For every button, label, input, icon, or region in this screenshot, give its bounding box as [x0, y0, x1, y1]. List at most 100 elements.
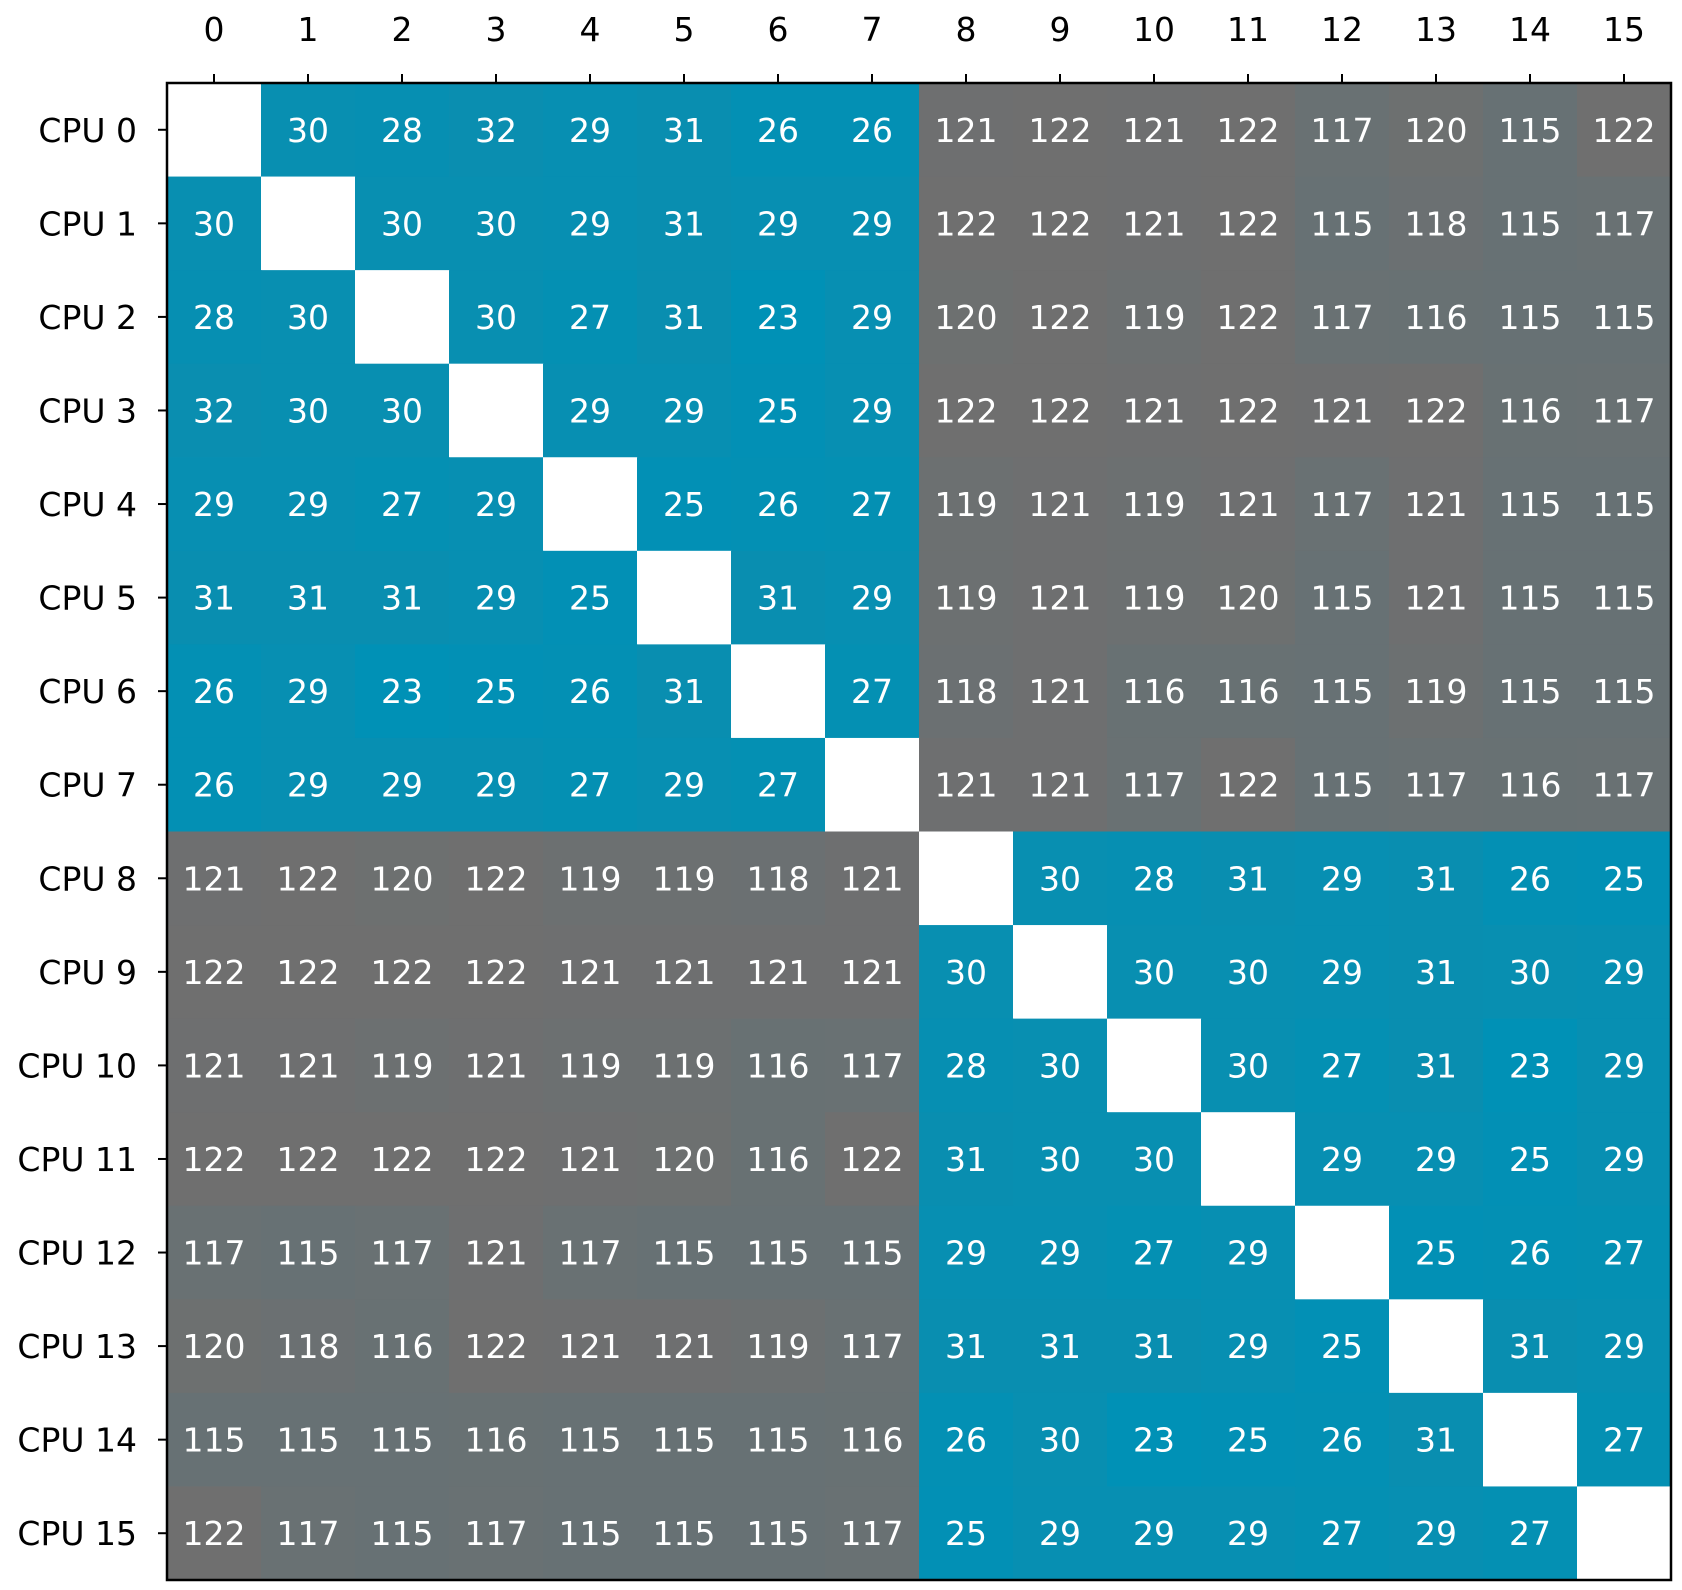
heatmap-cell [1295, 1018, 1390, 1113]
cell-value-label: 29 [1321, 1140, 1363, 1179]
cell-value-label: 29 [663, 766, 705, 805]
y-tick-label: CPU 5 [38, 579, 137, 618]
cell-value-label: 29 [569, 391, 611, 430]
cell-value-label: 119 [1123, 579, 1186, 618]
heatmap-cell [1107, 550, 1202, 645]
cell-value-label: 115 [1593, 298, 1656, 337]
heatmap-cell [1013, 1299, 1108, 1394]
heatmap-cell [1295, 1299, 1390, 1394]
heatmap-cell [261, 363, 356, 458]
cell-value-label: 117 [465, 1514, 528, 1553]
heatmap-cell [637, 1392, 732, 1488]
heatmap-cell [731, 176, 826, 271]
cell-value-label: 30 [381, 204, 423, 243]
cell-value-label: 28 [945, 1046, 987, 1085]
cell-value-label: 115 [1593, 579, 1656, 618]
heatmap-cell [543, 270, 638, 365]
heatmap-cell [1013, 1018, 1108, 1113]
cell-value-label: 31 [757, 579, 799, 618]
cell-value-label: 27 [1509, 1514, 1551, 1553]
heatmap-cell [543, 1018, 638, 1113]
cell-value-label: 30 [1039, 1140, 1081, 1179]
cell-value-label: 116 [371, 1327, 434, 1366]
heatmap-cell [919, 737, 1014, 833]
heatmap-cell [1013, 831, 1108, 926]
heatmap-cell [543, 363, 638, 458]
cell-value-label: 29 [287, 672, 329, 711]
cell-value-label: 31 [1133, 1327, 1175, 1366]
heatmap-cell [449, 457, 544, 552]
heatmap-cell [1013, 550, 1108, 645]
heatmap-cell [1389, 737, 1484, 833]
heatmap-cell [1389, 363, 1484, 458]
heatmap-cell [1389, 1112, 1484, 1207]
heatmap-cell [731, 83, 826, 178]
cell-value-label: 29 [287, 485, 329, 524]
cell-value-label: 29 [1603, 953, 1645, 992]
cell-value-label: 116 [841, 1421, 904, 1460]
heatmap-cell [825, 176, 920, 271]
heatmap-cell [1201, 270, 1296, 365]
cell-value-label: 116 [1499, 391, 1562, 430]
heatmap-cell [261, 737, 356, 833]
y-tick-label: CPU 14 [17, 1421, 137, 1460]
cell-value-label: 31 [1039, 1327, 1081, 1366]
cell-value-label: 122 [1029, 391, 1092, 430]
cell-value-label: 121 [653, 953, 716, 992]
heatmap-cell [167, 737, 262, 833]
x-tick-label: 0 [204, 10, 225, 49]
heatmap-cell [1295, 737, 1390, 833]
heatmap-cell-diagonal [731, 644, 826, 739]
cell-value-label: 119 [559, 1046, 622, 1085]
cell-value-label: 115 [1311, 579, 1374, 618]
heatmap-cell [1295, 550, 1390, 645]
x-tick-label: 15 [1603, 10, 1645, 49]
heatmap-cell [1483, 457, 1578, 552]
heatmap-cell [825, 1392, 920, 1488]
heatmap-cell [543, 83, 638, 178]
heatmap-cell [731, 1112, 826, 1207]
cell-value-label: 30 [287, 111, 329, 150]
heatmap-cell [261, 83, 356, 178]
cell-value-label: 119 [653, 1046, 716, 1085]
cell-value-label: 30 [1133, 1140, 1175, 1179]
heatmap-cell [261, 1392, 356, 1488]
cell-value-label: 121 [1123, 204, 1186, 243]
heatmap-cell [1389, 176, 1484, 271]
cell-value-label: 122 [1217, 766, 1280, 805]
cell-value-label: 29 [1321, 953, 1363, 992]
cell-value-label: 115 [747, 1514, 810, 1553]
heatmap-cell [449, 176, 544, 271]
heatmap-cell [919, 363, 1014, 458]
cell-value-label: 30 [1039, 1421, 1081, 1460]
cell-value-label: 117 [1593, 204, 1656, 243]
heatmap-cell-diagonal [167, 83, 262, 178]
cell-value-label: 121 [935, 111, 998, 150]
heatmap-cell [1295, 644, 1390, 739]
heatmap-cell [1483, 1205, 1578, 1300]
plot-frame [165, 81, 1673, 1582]
heatmap-cell [637, 1205, 732, 1300]
heatmap-cell [355, 1392, 450, 1488]
heatmap-cell [355, 1112, 450, 1207]
heatmap-cell [449, 550, 544, 645]
heatmap-cell [1201, 457, 1296, 552]
heatmap-cell [261, 831, 356, 926]
cell-value-label: 115 [1311, 204, 1374, 243]
heatmap-cell [637, 1112, 732, 1207]
cell-value-label: 119 [559, 859, 622, 898]
heatmap-cell [1295, 270, 1390, 365]
heatmap-cell [919, 1112, 1014, 1207]
heatmap-cell [637, 925, 732, 1020]
y-tick-label: CPU 9 [38, 953, 137, 992]
heatmap-cell [1577, 1018, 1672, 1113]
cell-value-label: 119 [747, 1327, 810, 1366]
y-tick-label: CPU 2 [38, 298, 137, 337]
cell-value-label: 121 [183, 1046, 246, 1085]
cell-value-label: 117 [1311, 111, 1374, 150]
cell-value-label: 115 [559, 1421, 622, 1460]
heatmap-cell [1483, 1112, 1578, 1207]
cell-value-label: 29 [1415, 1514, 1457, 1553]
heatmap-cell [1295, 925, 1390, 1020]
cell-value-label: 122 [1217, 298, 1280, 337]
